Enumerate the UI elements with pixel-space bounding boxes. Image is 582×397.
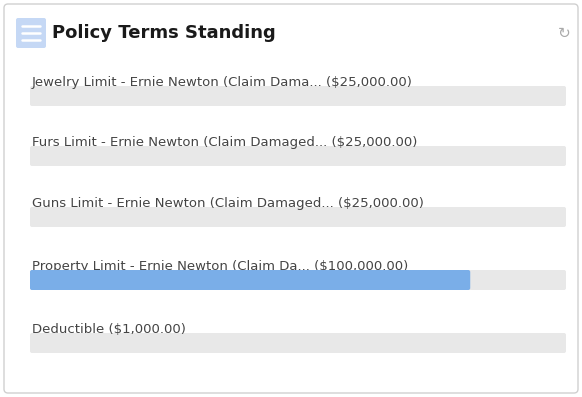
Text: Property Limit - Ernie Newton (Claim Da... ($100,000.00): Property Limit - Ernie Newton (Claim Da.… — [32, 260, 408, 273]
Text: ↻: ↻ — [558, 25, 570, 40]
FancyBboxPatch shape — [30, 146, 566, 166]
Text: Guns Limit - Ernie Newton (Claim Damaged... ($25,000.00): Guns Limit - Ernie Newton (Claim Damaged… — [32, 197, 424, 210]
FancyBboxPatch shape — [30, 270, 470, 290]
Text: Policy Terms Standing: Policy Terms Standing — [52, 24, 276, 42]
FancyBboxPatch shape — [30, 86, 566, 106]
FancyBboxPatch shape — [30, 270, 566, 290]
FancyBboxPatch shape — [30, 333, 566, 353]
Text: Furs Limit - Ernie Newton (Claim Damaged... ($25,000.00): Furs Limit - Ernie Newton (Claim Damaged… — [32, 136, 417, 149]
FancyBboxPatch shape — [30, 207, 566, 227]
FancyBboxPatch shape — [4, 4, 578, 393]
Text: Deductible ($1,000.00): Deductible ($1,000.00) — [32, 323, 186, 336]
Text: Jewelry Limit - Ernie Newton (Claim Dama... ($25,000.00): Jewelry Limit - Ernie Newton (Claim Dama… — [32, 76, 413, 89]
FancyBboxPatch shape — [16, 18, 46, 48]
